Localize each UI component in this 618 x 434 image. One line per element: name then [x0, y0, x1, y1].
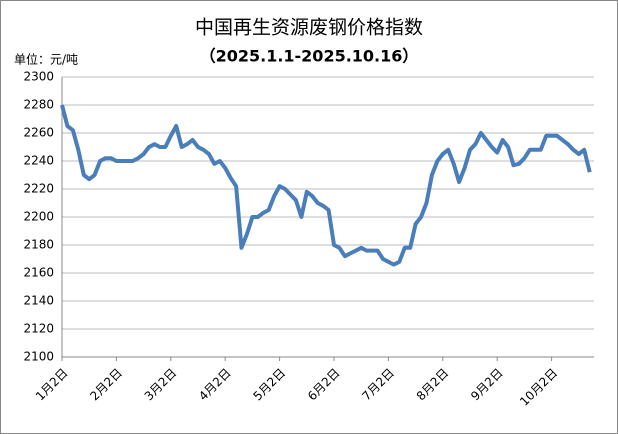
y-tick-label: 2160	[23, 266, 54, 280]
y-tick-label: 2120	[23, 322, 54, 336]
chart-subtitle: （2025.1.1-2025.10.16）	[200, 47, 419, 66]
y-tick-label: 2240	[23, 154, 54, 168]
y-tick-label: 2260	[23, 126, 54, 140]
data-line	[60, 104, 592, 267]
y-tick-label: 2180	[23, 238, 54, 252]
y-tick-label: 2280	[23, 98, 54, 112]
y-tick-label: 2140	[23, 294, 54, 308]
y-tick-label: 2220	[23, 182, 54, 196]
y-tick-label: 2100	[23, 350, 54, 364]
chart-title: 中国再生资源废钢价格指数	[195, 17, 423, 39]
y-tick-label: 2300	[23, 70, 54, 84]
y-tick-label: 2200	[23, 210, 54, 224]
y-axis-label: 单位：元/吨	[14, 52, 78, 67]
